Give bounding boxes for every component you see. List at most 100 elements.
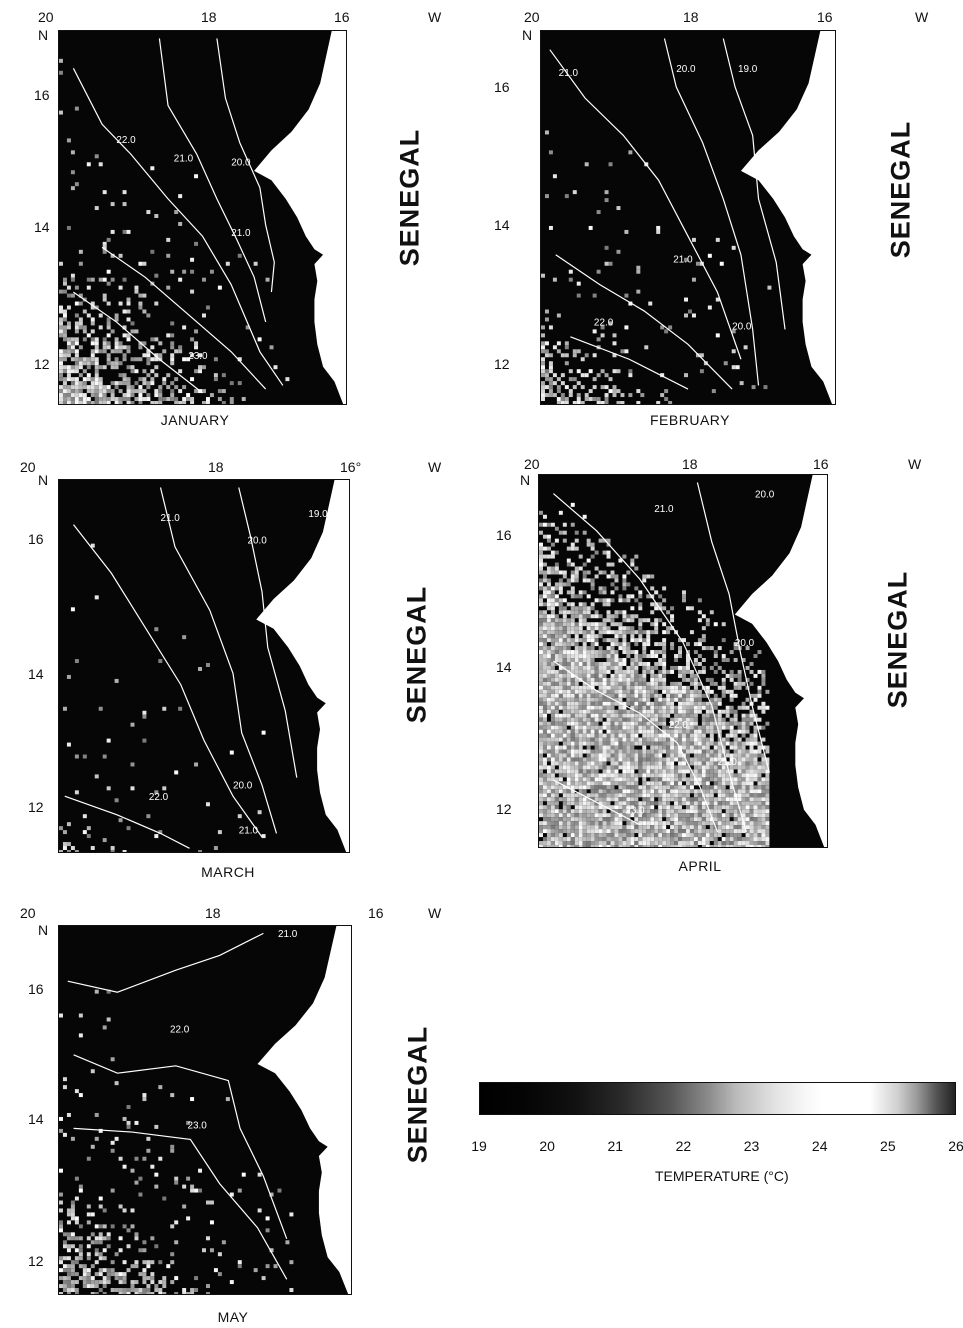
isotherm-label: 22.0 [149, 792, 169, 803]
latitude-label: N [38, 27, 49, 43]
isotherm-label: 22.0 [669, 720, 689, 731]
longitude-label: W [428, 9, 442, 25]
isotherm-label: 21.0 [161, 513, 181, 524]
month-caption: MAY [217, 1309, 249, 1325]
country-label: SENEGAL [401, 585, 432, 724]
isotherm-label: 21.0 [559, 68, 579, 79]
colorbar-tick-label: 26 [948, 1138, 963, 1154]
latitude-label: 14 [28, 666, 44, 682]
isotherm-label: 20.0 [735, 638, 755, 649]
isotherm-line [67, 932, 264, 993]
colorbar-strip [479, 1082, 956, 1115]
isotherm-line [553, 779, 641, 826]
sst-map: 22.0 21.0 20.0 21.0 23.0 [58, 30, 347, 405]
month-caption: FEBRUARY [650, 412, 730, 428]
isotherm-line [101, 246, 267, 390]
latitude-label: 14 [28, 1111, 44, 1127]
latitude-label: 12 [496, 801, 512, 817]
country-label: SENEGAL [402, 1025, 433, 1164]
isotherm-label: 21.0 [654, 504, 674, 515]
warm-water-speckle [59, 543, 266, 852]
colorbar-title: TEMPERATURE (°C) [655, 1168, 789, 1184]
land-area [256, 480, 349, 852]
longitude-label: 20 [20, 459, 36, 475]
isotherm-label: 23.0 [625, 805, 645, 816]
colorbar-tick-label: 20 [539, 1138, 555, 1154]
isotherm-label: 23.0 [188, 1120, 208, 1131]
latitude-label: 16 [494, 79, 510, 95]
latitude-label: 12 [28, 1253, 44, 1269]
longitude-label: 20 [524, 9, 540, 25]
isotherm-label: 23.0 [188, 351, 208, 362]
sst-map: 21.0 20.0 20.0 22.0 21.0 23.0 [538, 474, 828, 848]
month-caption: JANUARY [160, 412, 230, 428]
longitude-label: 18 [201, 9, 217, 25]
latitude-label: 12 [34, 356, 50, 372]
isotherm-line [570, 336, 689, 390]
longitude-label: 20 [20, 905, 36, 921]
isotherm-label: 20.0 [233, 781, 253, 792]
month-caption: APRIL [678, 858, 722, 874]
land-area [254, 31, 346, 404]
latitude-label: N [38, 922, 49, 938]
isotherm-line [549, 49, 742, 360]
isotherm-line [73, 291, 203, 394]
longitude-label: 16 [813, 456, 829, 472]
isotherm-line [73, 1127, 288, 1280]
isotherm-label: 21.0 [231, 228, 251, 239]
country-label: SENEGAL [885, 120, 916, 259]
colorbar-tick-label: 24 [811, 1138, 828, 1154]
latitude-label: 14 [496, 659, 512, 675]
longitude-label: W [428, 459, 442, 475]
isotherm-label: 19.0 [308, 509, 328, 520]
isotherm-line [216, 38, 275, 293]
latitude-label: N [38, 472, 49, 488]
isotherm-label: 22.0 [594, 318, 614, 329]
isotherm-line [553, 493, 747, 833]
colorbar-tick-label: 19 [471, 1138, 487, 1154]
longitude-label: 18 [683, 9, 699, 25]
isotherm-label: 21.0 [239, 825, 259, 836]
longitude-label: 16 [817, 9, 833, 25]
latitude-label: 14 [34, 219, 50, 235]
isotherm-line [73, 1054, 288, 1240]
isotherm-label: 20.0 [248, 535, 268, 546]
isotherm-label: 21.0 [718, 757, 738, 768]
isotherm-label: 21.0 [174, 154, 194, 165]
isotherm-line [663, 38, 760, 386]
latitude-label: N [520, 472, 531, 488]
latitude-label: 16 [496, 527, 512, 543]
land-area [740, 31, 835, 404]
land-area [257, 926, 351, 1294]
isotherm-label: 20.0 [676, 64, 696, 75]
longitude-label: 18 [208, 459, 224, 475]
warm-water-speckle [539, 502, 770, 847]
isotherm-label: 22.0 [170, 1025, 190, 1036]
isotherm-line [696, 482, 770, 773]
longitude-label: 20 [524, 456, 540, 472]
country-label: SENEGAL [394, 128, 425, 267]
isotherm-line [555, 254, 733, 390]
latitude-label: 16 [28, 531, 44, 547]
isotherm-label: 21.0 [673, 254, 693, 265]
month-caption: MARCH [201, 864, 255, 880]
latitude-label: 12 [494, 356, 510, 372]
warm-water-speckle [541, 130, 772, 404]
isotherm-label: 20.0 [755, 489, 775, 500]
colorbar-tick-label: 25 [880, 1138, 896, 1154]
isotherm-label: 20.0 [732, 321, 752, 332]
isotherm-line [64, 795, 190, 849]
isotherm-line [158, 38, 267, 323]
latitude-label: 14 [494, 217, 510, 233]
warm-water-speckle [59, 989, 294, 1294]
latitude-label: 12 [28, 799, 44, 815]
isotherm-label: 22.0 [116, 135, 136, 146]
colorbar-tick-label: 23 [743, 1138, 760, 1154]
longitude-label: 16° [340, 459, 362, 475]
colorbar-tick-label: 22 [675, 1138, 692, 1154]
longitude-label: 16 [368, 905, 384, 921]
sst-map: 21.0 20.0 19.0 22.0 20.0 21.0 [58, 479, 350, 853]
colorbar-tick-label: 21 [607, 1138, 624, 1154]
isotherm-label: 20.0 [231, 157, 251, 168]
sst-map: 21.0 22.0 23.0 [58, 925, 352, 1295]
